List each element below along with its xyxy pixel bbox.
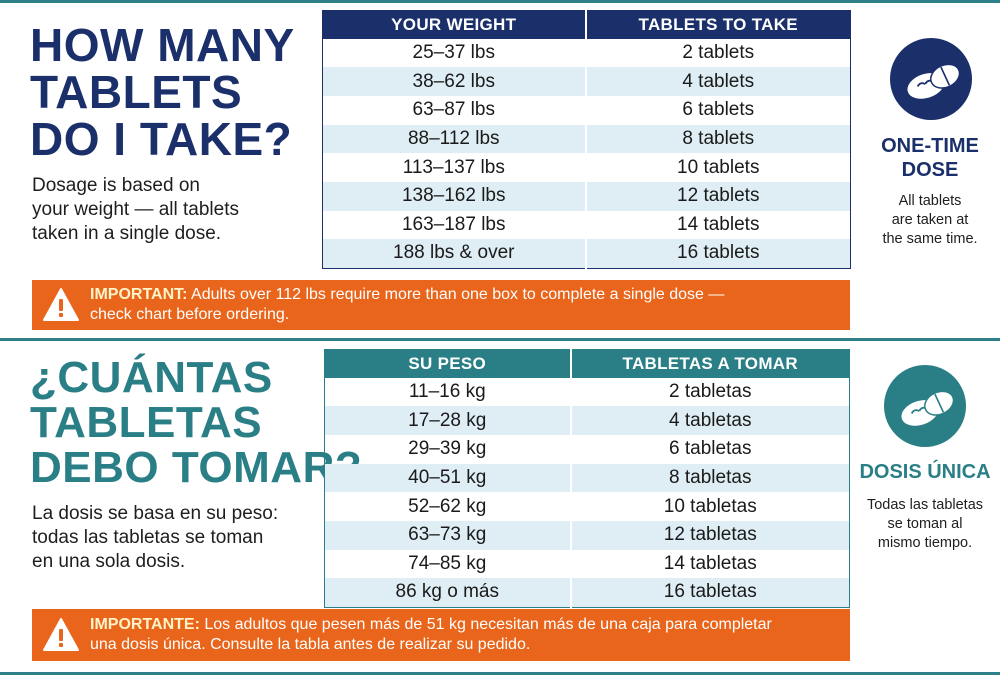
table-row: 86 kg o más 16 tabletas	[324, 578, 850, 607]
english-dosage-table: YOUR WEIGHT TABLETS TO TAKE 25–37 lbs 2 t…	[322, 10, 851, 269]
weight-cell: 74–85 kg	[324, 549, 572, 579]
table-row: 52–62 kg 10 tabletas	[324, 492, 850, 521]
weight-cell: 163–187 lbs	[322, 210, 587, 240]
weight-cell: 25–37 lbs	[322, 38, 587, 68]
weight-cell: 113–137 lbs	[322, 153, 587, 182]
warning-icon	[43, 618, 79, 651]
tablets-cell: 12 tabletas	[570, 520, 850, 550]
tablets-cell: 2 tabletas	[669, 380, 752, 402]
weight-cell: 63–87 lbs	[322, 95, 587, 125]
column-header-weight: YOUR WEIGHT	[322, 10, 587, 39]
table-row: 63–73 kg 12 tabletas	[324, 520, 850, 550]
english-title: HOW MANY TABLETS DO I TAKE?	[30, 19, 295, 165]
table-row: 113–137 lbs 10 tablets	[322, 153, 851, 182]
weight-cell: 38–62 lbs	[322, 67, 587, 96]
tablets-cell: 10 tablets	[677, 156, 760, 178]
spanish-badge-title: DOSIS ÚNICA	[859, 461, 991, 483]
weight-cell: 188 lbs & over	[322, 239, 587, 268]
weight-cell: 86 kg o más	[324, 578, 572, 607]
section-divider	[0, 338, 1000, 341]
table-row: 74–85 kg 14 tabletas	[324, 549, 850, 579]
weight-cell: 52–62 kg	[324, 492, 572, 521]
table-row: 188 lbs & over 16 tablets	[322, 239, 851, 268]
weight-cell: 63–73 kg	[324, 520, 572, 550]
tablets-cell: 6 tablets	[682, 99, 755, 121]
table-row: 17–28 kg 4 tabletas	[324, 406, 850, 435]
tablets-cell: 10 tabletas	[663, 495, 757, 517]
tablets-cell: 4 tabletas	[570, 406, 850, 435]
table-row: 11–16 kg 2 tabletas	[324, 377, 850, 407]
tablets-cell: 14 tabletas	[663, 552, 757, 574]
column-header-tablets: TABLETAS A TOMAR	[622, 353, 798, 373]
tablets-cell: 8 tabletas	[570, 463, 850, 493]
table-row: 63–87 lbs 6 tablets	[322, 95, 851, 125]
table-row: 40–51 kg 8 tabletas	[324, 463, 850, 493]
tablets-cell: 12 tablets	[585, 181, 851, 211]
weight-cell: 40–51 kg	[324, 463, 572, 493]
table-row: 138–162 lbs 12 tablets	[322, 181, 851, 211]
spanish-warning-banner: IMPORTANTE: Los adultos que pesen más de…	[32, 609, 850, 661]
tablets-cell: 14 tablets	[677, 213, 760, 235]
column-header-weight: SU PESO	[324, 349, 572, 378]
table-row: 38–62 lbs 4 tablets	[322, 67, 851, 96]
bottom-rule	[0, 672, 1000, 675]
english-badge-note: All tablets are taken at the same time.	[882, 193, 978, 247]
spanish-title: ¿CUÁNTAS TABLETAS DEBO TOMAR?	[30, 353, 363, 492]
spanish-warning-text: IMPORTANTE: Los adultos que pesen más de…	[90, 616, 772, 653]
english-description: Dosage is based on your weight — all tab…	[32, 175, 239, 244]
tablets-icon	[884, 365, 966, 447]
tablets-icon	[890, 38, 972, 120]
table-row: 88–112 lbs 8 tablets	[322, 124, 851, 154]
tablets-cell: 8 tablets	[585, 124, 851, 154]
weight-cell: 138–162 lbs	[322, 181, 587, 211]
tablets-cell: 16 tabletas	[570, 578, 850, 607]
english-warning-text: IMPORTANT: Adults over 112 lbs require m…	[90, 286, 725, 323]
column-header-tablets: TABLETS TO TAKE	[638, 14, 798, 34]
tablets-cell: 2 tablets	[682, 41, 755, 63]
spanish-description: La dosis se basa en su peso: todas las t…	[32, 503, 279, 572]
weight-cell: 29–39 kg	[324, 434, 572, 464]
table-row: 25–37 lbs 2 tablets	[322, 38, 851, 68]
warning-icon	[43, 288, 79, 321]
tablets-cell: 4 tablets	[585, 67, 851, 96]
table-row: 29–39 kg 6 tabletas	[324, 434, 850, 464]
weight-cell: 88–112 lbs	[322, 124, 587, 154]
english-badge-title: ONE-TIME DOSE	[881, 135, 979, 181]
weight-cell: 11–16 kg	[324, 377, 572, 407]
english-warning-banner: IMPORTANT: Adults over 112 lbs require m…	[32, 280, 850, 330]
spanish-dosage-table: SU PESO TABLETAS A TOMAR 11–16 kg 2 table…	[324, 349, 850, 608]
spanish-badge-note: Todas las tabletas se toman al mismo tie…	[866, 497, 984, 551]
top-rule	[0, 0, 1000, 3]
tablets-cell: 6 tabletas	[669, 438, 752, 460]
tablets-cell: 16 tablets	[585, 239, 851, 268]
table-row: 163–187 lbs 14 tablets	[322, 210, 851, 240]
weight-cell: 17–28 kg	[324, 406, 572, 435]
